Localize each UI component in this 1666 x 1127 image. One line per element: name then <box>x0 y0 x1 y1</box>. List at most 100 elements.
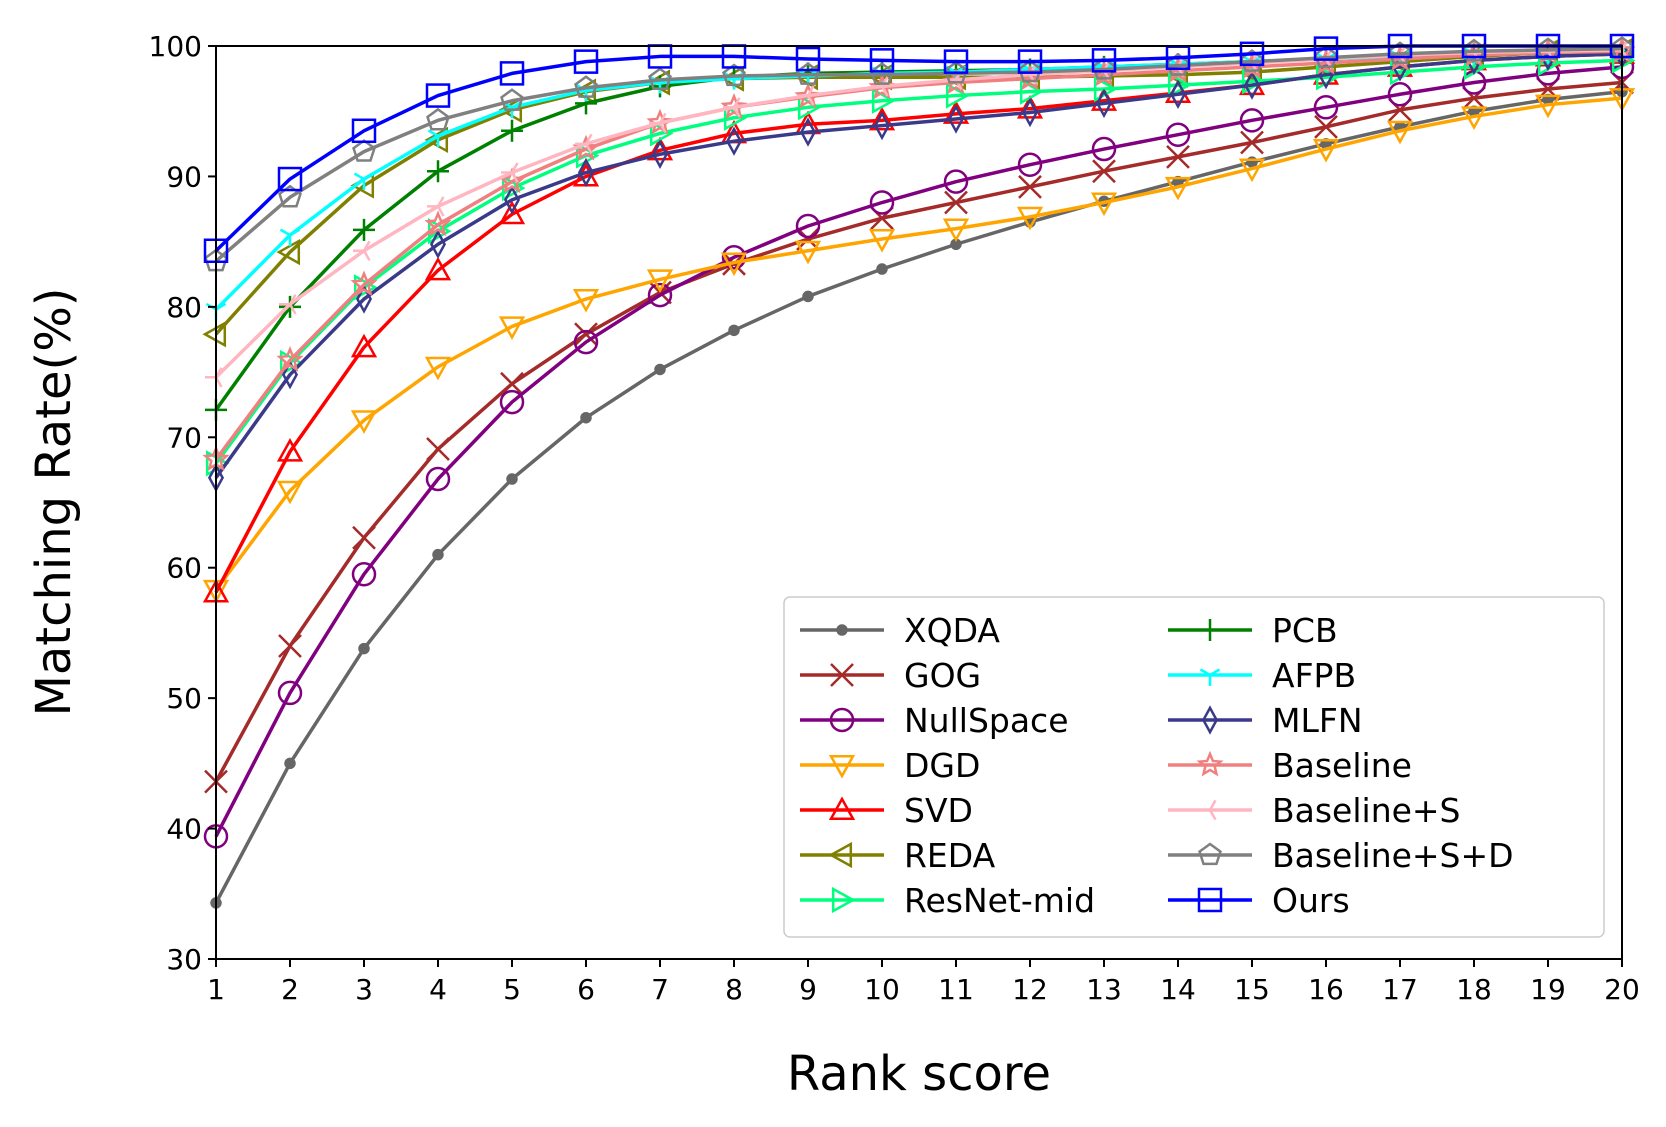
data-point-baseline-s <box>427 196 445 217</box>
data-point-dgd <box>1090 192 1118 217</box>
data-point-baseline-s <box>279 294 297 315</box>
data-point-baseline <box>350 270 378 297</box>
legend-label: GOG <box>904 656 981 695</box>
data-point-ours <box>351 118 377 144</box>
x-tick-label: 1 <box>207 973 225 1006</box>
y-tick-label: 40 <box>166 813 202 846</box>
data-point-xqda <box>358 642 370 655</box>
x-tick-label: 11 <box>938 973 974 1006</box>
data-point-ours <box>277 166 303 192</box>
data-point-dgd <box>794 240 822 265</box>
legend-item-afpb: AFPB <box>1168 656 1356 695</box>
data-point-baseline-s-d <box>426 107 450 131</box>
legend: XQDA GOG NullSpace DGD SVD REDA ResNet-mid PCB A… <box>783 596 1605 938</box>
data-point-ours <box>869 48 895 73</box>
series-dgd <box>202 88 1636 604</box>
legend-swatch-marker <box>1196 750 1224 777</box>
legend-label: DGD <box>904 746 980 785</box>
data-point-xqda <box>802 290 814 303</box>
legend-item-baseline-s: Baseline+S <box>1168 791 1461 830</box>
legend-label: REDA <box>904 836 996 875</box>
data-point-ours <box>795 46 821 72</box>
legend-item-baseline-s-d: Baseline+S+D <box>1168 836 1514 875</box>
data-point-svd <box>1016 95 1044 119</box>
y-tick-label: 60 <box>166 552 202 585</box>
data-point-gog <box>1240 130 1264 155</box>
data-point-svd <box>424 256 452 281</box>
y-axis-title: Matching Rate(%) <box>26 287 82 716</box>
series-line-xqda <box>214 89 1623 904</box>
data-point-baseline-s-d <box>722 63 746 87</box>
data-point-baseline-s <box>723 97 741 118</box>
data-point-nullspace <box>721 245 747 270</box>
x-axis-title: Rank score <box>787 1046 1051 1102</box>
data-point-gog <box>1018 174 1042 199</box>
x-tick-label: 3 <box>355 973 373 1006</box>
data-point-nullspace <box>1017 152 1043 177</box>
data-point-ours <box>943 49 969 74</box>
series-line-nullspace <box>214 65 1623 838</box>
data-point-nullspace <box>277 680 303 706</box>
x-tick-label: 15 <box>1234 973 1270 1006</box>
data-point-mlfn <box>577 157 595 188</box>
data-point-mlfn <box>1169 79 1187 109</box>
data-point-dgd <box>646 269 674 294</box>
series-line-baseline <box>214 49 1623 461</box>
legend-item-nullspace: NullSpace <box>800 701 1069 740</box>
x-tick-label: 7 <box>651 973 669 1006</box>
data-point-baseline-s-d <box>278 184 302 208</box>
data-point-nullspace <box>647 282 673 308</box>
data-point-baseline-s <box>649 112 667 134</box>
data-point-dgd <box>1238 158 1266 183</box>
legend-item-gog: GOG <box>800 656 981 695</box>
data-point-ours <box>1313 36 1339 61</box>
data-point-mlfn <box>429 229 447 259</box>
data-point-xqda <box>876 263 888 275</box>
data-point-xqda <box>728 324 740 337</box>
data-point-gog <box>574 322 598 347</box>
series-line-gog <box>214 80 1623 783</box>
legend-swatch-marker <box>828 841 853 869</box>
data-point-svd <box>350 333 378 358</box>
data-point-pcb <box>501 119 523 142</box>
data-point-svd <box>646 136 674 161</box>
legend-label: Baseline+S+D <box>1272 836 1514 875</box>
data-point-dgd <box>1164 176 1192 201</box>
data-point-dgd <box>720 252 748 277</box>
data-point-gog <box>1092 159 1116 184</box>
series-line-mlfn <box>214 52 1623 479</box>
data-point-xqda <box>506 473 518 485</box>
data-point-pcb <box>427 160 449 183</box>
legend-item-xqda: XQDA <box>800 611 1000 650</box>
data-point-dgd <box>868 228 896 253</box>
data-point-dgd <box>276 480 304 505</box>
data-point-baseline-s-d <box>500 88 524 111</box>
data-point-svd <box>498 200 526 225</box>
series-line-baseline-s-d <box>214 46 1623 263</box>
data-point-baseline-s-d <box>1018 59 1042 83</box>
data-point-mlfn <box>355 284 373 314</box>
x-tick-label: 12 <box>1012 973 1048 1006</box>
data-point-mlfn <box>281 359 299 390</box>
data-point-reda <box>202 321 227 348</box>
data-point-baseline-s-d <box>1092 56 1116 80</box>
legend-swatch-marker <box>831 886 856 914</box>
data-point-ours <box>425 83 451 108</box>
data-point-resnet-mid <box>945 82 970 109</box>
data-point-gog <box>1314 114 1338 139</box>
data-point-gog <box>500 371 524 396</box>
legend-label: NullSpace <box>904 701 1069 740</box>
data-point-dgd <box>1312 138 1340 163</box>
legend-item-resnet-mid: ResNet-mid <box>800 881 1095 920</box>
data-point-gog <box>352 525 376 550</box>
x-tick-label: 9 <box>799 973 817 1006</box>
legend-swatch-marker <box>830 663 854 687</box>
series-xqda <box>210 85 1628 909</box>
data-point-baseline-s <box>501 162 519 183</box>
data-point-ours <box>573 49 599 74</box>
data-point-gog <box>944 190 968 215</box>
x-tick-label: 16 <box>1308 973 1344 1006</box>
data-point-ours <box>1239 41 1265 67</box>
